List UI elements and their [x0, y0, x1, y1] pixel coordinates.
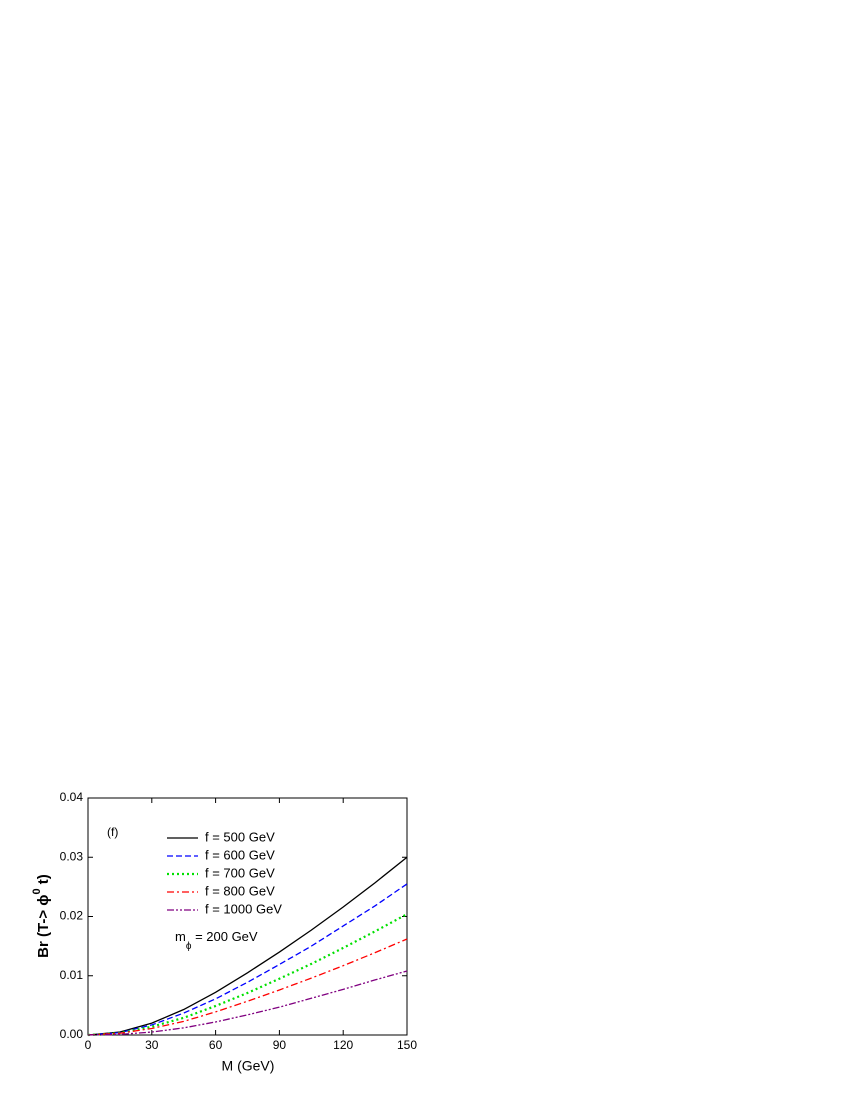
- series-line: [87, 938, 408, 1036]
- series-line: [87, 883, 408, 1036]
- y-tick-label: 0.04: [60, 790, 84, 804]
- x-tick-label: 90: [273, 1038, 287, 1052]
- y-tick-label: 0.02: [60, 909, 84, 923]
- y-tick-label: 0.00: [60, 1027, 84, 1041]
- x-tick-label: 60: [209, 1038, 223, 1052]
- mass-label: mϕ = 200 GeV: [175, 929, 258, 951]
- series-line: [87, 856, 408, 1036]
- legend-label: f = 800 GeV: [205, 883, 275, 898]
- series-line: [87, 970, 408, 1036]
- x-tick-label: 120: [333, 1038, 353, 1052]
- mass-label-part: = 200 GeV: [191, 929, 257, 944]
- legend-label: f = 500 GeV: [205, 829, 275, 844]
- y-tick-label: 0.01: [60, 968, 84, 982]
- x-axis-label: M (GeV): [222, 1058, 275, 1074]
- y-axis-label: Br (T-> ϕ0 t): [31, 874, 52, 958]
- x-tick-label: 0: [85, 1038, 92, 1052]
- panel-label: (f): [107, 825, 118, 839]
- series-line: [87, 913, 408, 1037]
- y-label-part: t): [35, 874, 52, 888]
- y-label-part: 0: [31, 888, 43, 894]
- x-tick-label: 30: [145, 1038, 159, 1052]
- mass-label-part: ϕ: [186, 941, 192, 952]
- mass-label-part: m: [175, 929, 186, 944]
- y-tick-label: 0.03: [60, 849, 84, 863]
- y-label-part: Br (T->: [35, 906, 52, 958]
- legend-label: f = 600 GeV: [205, 847, 275, 862]
- legend-label: f = 700 GeV: [205, 865, 275, 880]
- legend-label: f = 1000 GeV: [205, 901, 282, 916]
- x-tick-label: 150: [397, 1038, 417, 1052]
- y-label-part: ϕ: [35, 894, 52, 905]
